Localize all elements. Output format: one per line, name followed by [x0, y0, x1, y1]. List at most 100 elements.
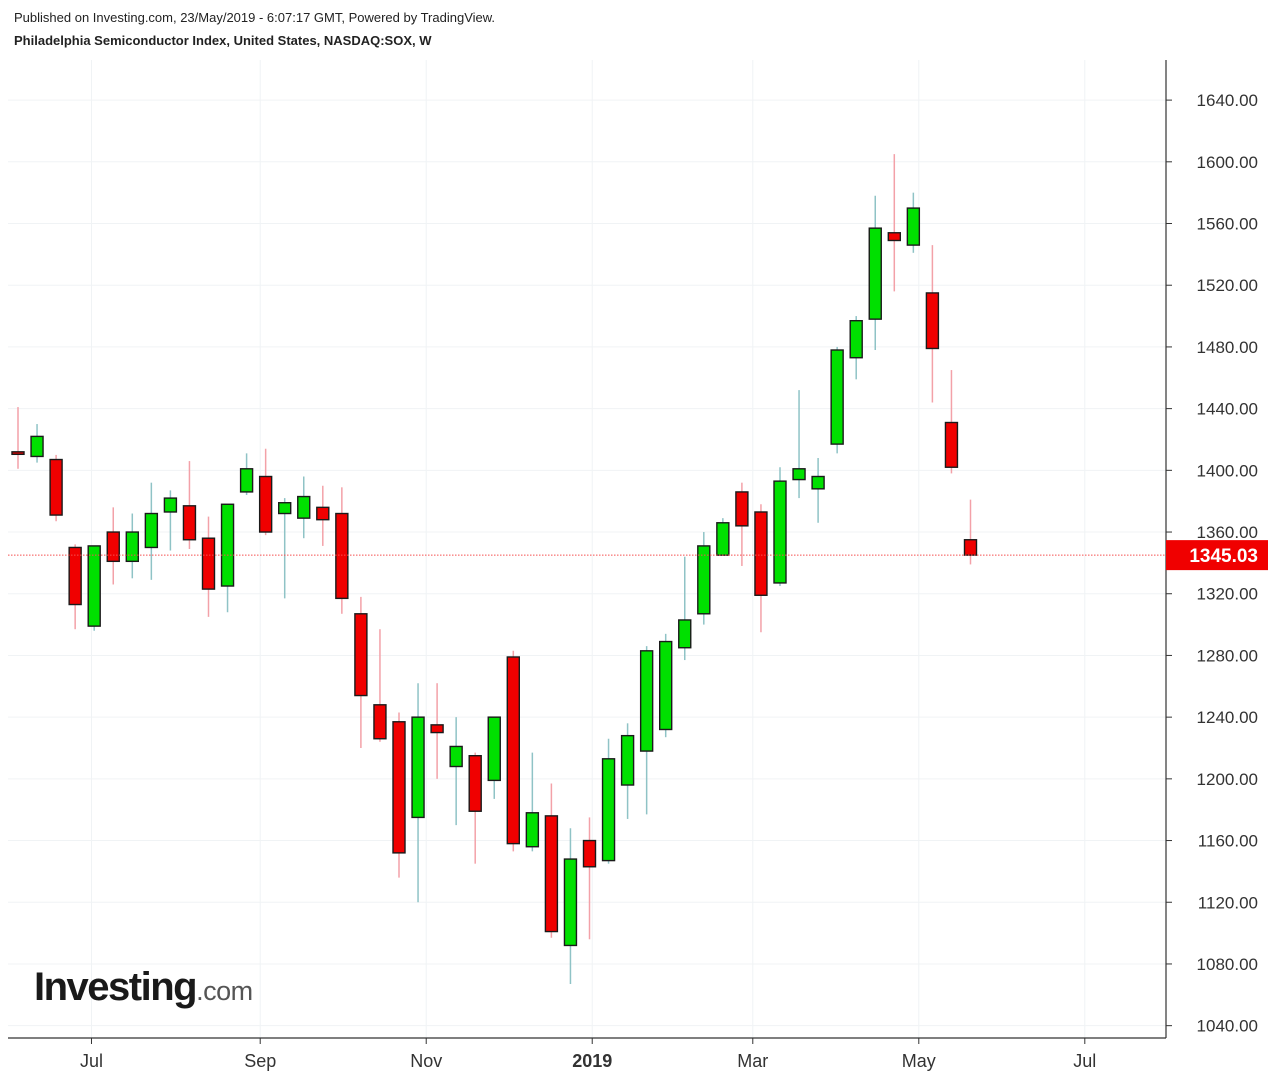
current-price-badge [1166, 540, 1268, 571]
candle [525, 752, 540, 852]
candle-body [659, 640, 673, 731]
x-tick-label: Jul [80, 1051, 103, 1071]
y-tick-label: 1480.00 [1197, 338, 1258, 357]
candle-body [125, 531, 140, 563]
candle [144, 482, 159, 580]
candle [201, 516, 216, 617]
y-tick-label: 1080.00 [1197, 955, 1258, 974]
candle-body [201, 537, 216, 590]
y-tick-label: 1640.00 [1197, 91, 1258, 110]
candle-body [773, 480, 787, 584]
candle [354, 596, 368, 748]
candles [11, 154, 978, 985]
y-tick-label: 1400.00 [1197, 461, 1258, 480]
candle-body [601, 758, 616, 862]
candle [925, 245, 940, 403]
y-tick-label: 1240.00 [1197, 708, 1258, 727]
logo-text: Investing [34, 965, 198, 1009]
candle-body [182, 505, 197, 541]
candle-body [849, 319, 863, 359]
candle-body [544, 815, 559, 933]
candle [620, 723, 635, 819]
candle [392, 712, 406, 878]
chart-header: Published on Investing.com, 23/May/2019 … [14, 6, 1114, 52]
grid-lines [8, 60, 1166, 1038]
x-tick-label: Jul [1073, 1051, 1096, 1071]
candle [430, 683, 444, 779]
candle-body [925, 292, 940, 350]
candle [182, 461, 197, 549]
candle-body [49, 458, 63, 516]
candle [87, 545, 101, 631]
x-tick-label: 2019 [572, 1051, 612, 1071]
candle-body [30, 435, 44, 458]
candle [544, 783, 559, 938]
candle [601, 738, 616, 864]
candle-body [487, 716, 501, 782]
candle [49, 454, 63, 522]
candle-body [716, 522, 730, 556]
candle-body [87, 545, 101, 627]
candle [506, 650, 520, 852]
candle-body [563, 858, 578, 947]
candle-body [735, 491, 749, 527]
y-tick-label: 1040.00 [1197, 1017, 1258, 1036]
candle-body [639, 650, 654, 752]
candle-body [754, 511, 768, 596]
candle [582, 817, 597, 940]
candle-body [411, 716, 425, 819]
candle [639, 646, 654, 815]
candle-body [106, 531, 120, 563]
y-tick-label: 1520.00 [1197, 276, 1258, 295]
logo-suffix: .com [196, 976, 253, 1006]
candle-body [678, 619, 692, 649]
candle [220, 503, 235, 613]
candle-body [68, 546, 82, 606]
candle-body [258, 475, 273, 533]
y-tick-label: 1320.00 [1197, 585, 1258, 604]
candle-body [354, 613, 368, 697]
candle-body [278, 502, 292, 515]
current-price-label: 1345.03 [1189, 546, 1258, 567]
x-tick-label: May [902, 1051, 936, 1071]
candle [373, 629, 387, 742]
candle-body [697, 545, 711, 615]
x-tick-label: Mar [737, 1051, 768, 1071]
candle-body [868, 227, 882, 320]
candle [68, 544, 82, 630]
x-tick-label: Nov [410, 1051, 442, 1071]
axes: 1040.00 1080.00 1120.00 1160.00 1200.00 1240.… [8, 60, 1258, 1071]
candle [468, 752, 482, 864]
candle-body [449, 745, 463, 768]
current-price-marker: 1345.03 [8, 540, 1268, 571]
candle [335, 487, 349, 614]
candle-body [335, 512, 349, 600]
candle-body [11, 451, 25, 456]
candle [11, 407, 25, 469]
candle [316, 485, 330, 546]
candle-body [373, 704, 387, 740]
x-tick-label: Sep [244, 1051, 276, 1071]
candle [239, 453, 254, 496]
candle [773, 467, 787, 587]
candle-body [220, 503, 235, 587]
candle-body [506, 656, 520, 845]
candle-body [163, 497, 178, 513]
candle [697, 532, 711, 625]
candle-body [906, 207, 921, 246]
y-tick-label: 1120.00 [1198, 893, 1258, 912]
candle [830, 346, 844, 454]
investing-logo: Investing.com [34, 965, 253, 1010]
candle [944, 370, 959, 474]
candle-body [830, 349, 844, 445]
candle-body [963, 539, 978, 556]
candle-body [144, 512, 159, 549]
y-tick-label: 1560.00 [1197, 215, 1258, 234]
candle [297, 476, 311, 539]
candle [258, 448, 273, 536]
candle [887, 154, 901, 292]
y-tick-label: 1200.00 [1197, 770, 1258, 789]
candle [792, 390, 806, 499]
candle [106, 507, 120, 585]
